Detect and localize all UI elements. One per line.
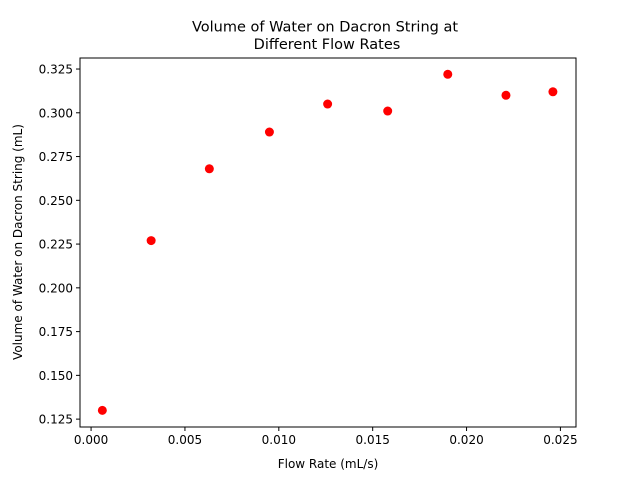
y-tick-label: 0.125 — [39, 413, 73, 427]
y-axis-label: Volume of Water on Dacron String (mL) — [11, 124, 25, 360]
data-point — [204, 164, 214, 174]
y-tick-label: 0.250 — [39, 194, 73, 208]
data-point — [323, 99, 333, 109]
y-tick-label: 0.225 — [39, 238, 73, 252]
y-tick-label: 0.275 — [39, 150, 73, 164]
plot-area: 0.000 0.005 0.010 0.015 0.020 0.025 0.125 0.150… — [39, 57, 578, 447]
x-axis-label: Flow Rate (mL/s) — [278, 457, 379, 471]
chart-title-line-1: Volume of Water on Dacron String at — [192, 20, 458, 36]
x-tick-label: 0.005 — [168, 433, 202, 447]
axes-frame — [79, 57, 577, 428]
data-point — [264, 127, 274, 137]
data-point — [146, 236, 156, 246]
x-tick-label: 0.020 — [449, 433, 483, 447]
x-tick-label: 0.025 — [543, 433, 577, 447]
x-tick-label: 0.010 — [262, 433, 296, 447]
y-tick-label: 0.175 — [39, 325, 73, 339]
data-point — [501, 90, 511, 100]
y-tick-label: 0.300 — [39, 106, 73, 120]
y-tick-label: 0.200 — [39, 281, 73, 295]
x-tick-label: 0.015 — [356, 433, 390, 447]
data-point — [443, 69, 453, 79]
chart-title-line-2: Different Flow Rates — [254, 37, 401, 53]
data-point — [383, 106, 393, 116]
y-tick-label: 0.150 — [39, 369, 73, 383]
y-tick-label: 0.325 — [39, 63, 73, 77]
data-point — [548, 87, 558, 97]
x-tick-label: 0.000 — [74, 433, 108, 447]
data-point — [97, 405, 107, 415]
